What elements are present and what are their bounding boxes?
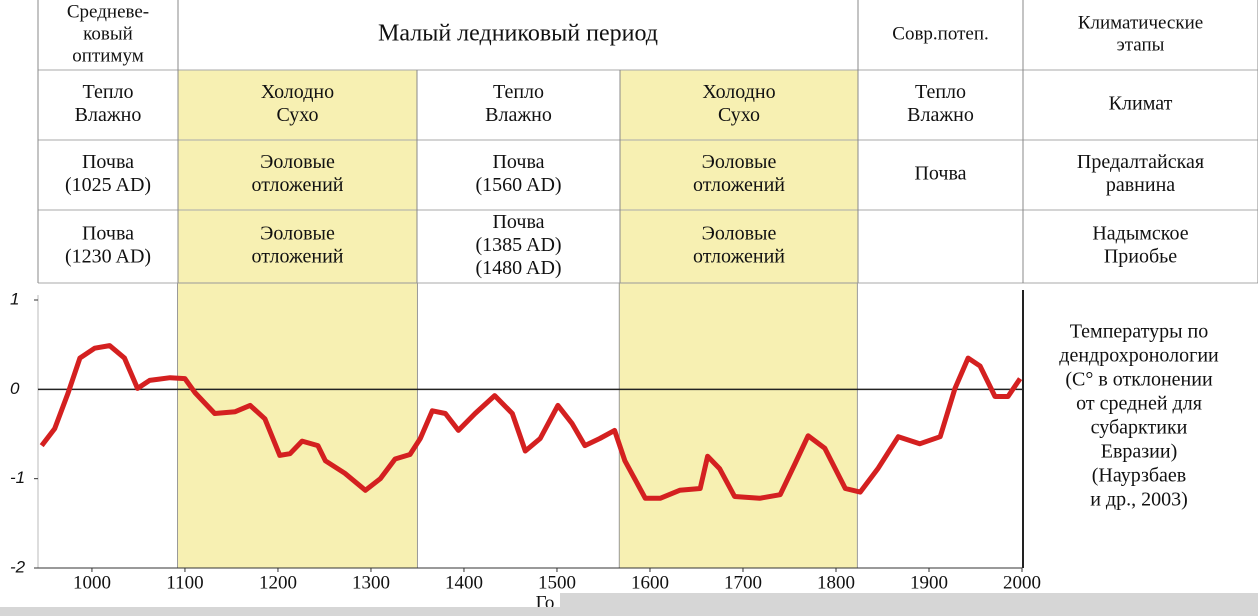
cell-text: (1385 AD) — [475, 234, 561, 256]
cell-text: Почва — [492, 151, 544, 173]
cell-text: Почва — [82, 223, 134, 245]
cell-text: Средневе- — [67, 1, 149, 22]
x-tick-label: 1900 — [910, 572, 948, 593]
annotation: (C° в отклонении — [1065, 369, 1213, 391]
annotation: Температуры по — [1070, 321, 1209, 343]
temperature-line — [39, 343, 1023, 501]
cell-shade — [620, 70, 858, 140]
x-tick-label: 2000 — [1003, 572, 1041, 593]
annotation: (Наурзбаев — [1092, 465, 1186, 487]
cell-text: Холодно — [702, 81, 775, 103]
cell-text: Влажно — [75, 104, 142, 126]
cell-text: Приобье — [1104, 246, 1177, 268]
x-tick-label: 1600 — [631, 572, 669, 593]
x-tick-label: 1100 — [166, 572, 203, 593]
cell-text: Климат — [1109, 93, 1173, 115]
cell-text: отложений — [693, 246, 785, 268]
x-tick-label: 1000 — [73, 572, 111, 593]
cell-text: Эоловые — [260, 151, 335, 173]
cell-shade — [178, 70, 417, 140]
cell-text: Малый ледниковый период — [378, 21, 658, 47]
cell-text: Совр.потеп. — [892, 23, 988, 44]
shaded-period — [618, 282, 858, 569]
cell-text: этапы — [1117, 34, 1165, 55]
cell-text: равнина — [1106, 174, 1175, 196]
y-tick-label: 1 — [10, 289, 19, 308]
cell-text: отложений — [251, 174, 343, 196]
annotation: от средней для — [1076, 393, 1202, 415]
cell-shade — [178, 140, 417, 210]
annotation: Евразии) — [1101, 441, 1178, 463]
cell-text: Влажно — [907, 104, 974, 126]
annotation: дендрохронологии — [1059, 345, 1219, 367]
cell-text: Влажно — [485, 104, 552, 126]
cell-text: Климатические — [1078, 12, 1203, 33]
cell-text: Холодно — [261, 81, 334, 103]
x-tick-label: 1700 — [724, 572, 762, 593]
cell-shade — [620, 140, 858, 210]
x-tick-label: 1200 — [259, 572, 297, 593]
cell-text: (1560 AD) — [475, 174, 561, 196]
cell-text: Тепло — [82, 81, 133, 103]
cell-text: ковый — [83, 23, 133, 44]
cell-text: Эоловые — [260, 223, 335, 245]
cell-text: (1230 AD) — [65, 246, 151, 268]
cell-shade — [178, 210, 417, 283]
cell-text: (1025 AD) — [65, 174, 151, 196]
x-tick-label: 1500 — [538, 572, 576, 593]
cell-text: отложений — [693, 174, 785, 196]
cell-text: Эоловые — [702, 223, 777, 245]
annotation: и др., 2003) — [1090, 489, 1188, 511]
cell-text: Эоловые — [702, 151, 777, 173]
cell-text: Почва — [492, 211, 544, 233]
shaded-period — [177, 282, 418, 569]
cell-text: Надымское — [1092, 223, 1188, 245]
cell-text: оптимум — [72, 45, 143, 66]
y-tick-label: -1 — [10, 468, 25, 487]
cell-text: Тепло — [915, 81, 966, 103]
overlay — [0, 607, 1258, 616]
y-tick-label: 0 — [10, 379, 20, 398]
cell-text: Предалтайская — [1077, 151, 1204, 173]
cell-text: отложений — [251, 246, 343, 268]
cell-text: Сухо — [276, 104, 318, 126]
x-tick-label: 1800 — [817, 572, 855, 593]
cell-text: Сухо — [718, 104, 760, 126]
cell-shade — [620, 210, 858, 283]
y-tick-label: -2 — [10, 557, 26, 576]
x-tick-label: 1400 — [445, 572, 483, 593]
x-tick-label: 1300 — [352, 572, 390, 593]
cell-text: Тепло — [493, 81, 544, 103]
cell-text: (1480 AD) — [475, 257, 561, 279]
annotation: субарктики — [1091, 417, 1188, 439]
cell-text: Почва — [914, 163, 966, 185]
cell-text: Почва — [82, 151, 134, 173]
